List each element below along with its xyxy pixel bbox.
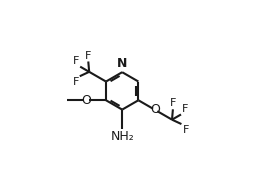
Text: NH₂: NH₂ [110, 130, 134, 143]
Text: O: O [150, 103, 160, 116]
Text: F: F [73, 56, 79, 66]
Text: N: N [117, 57, 127, 70]
Text: F: F [72, 77, 79, 87]
Text: F: F [85, 51, 91, 60]
Text: F: F [182, 125, 189, 135]
Text: F: F [170, 98, 176, 108]
Text: F: F [182, 104, 188, 114]
Text: O: O [82, 94, 92, 107]
